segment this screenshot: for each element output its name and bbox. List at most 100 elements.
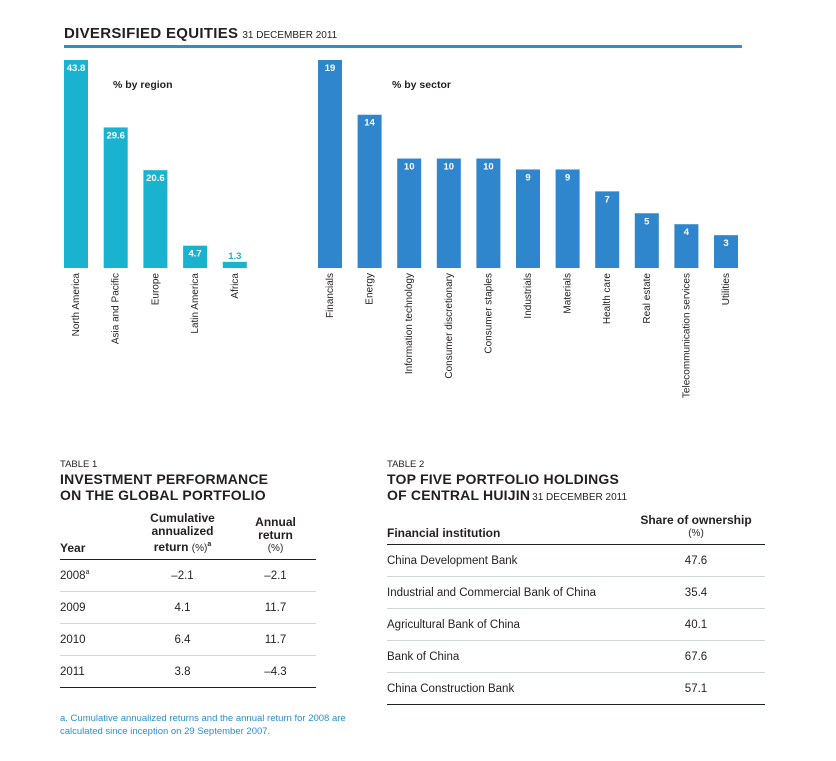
table2-title: TOP FIVE PORTFOLIO HOLDINGS OF CENTRAL H… bbox=[387, 471, 627, 506]
region-category-label: Asia and Pacific bbox=[111, 273, 122, 344]
sector-category-label: Telecommunication services bbox=[681, 273, 692, 398]
table2-title-date: 31 DECEMBER 2011 bbox=[532, 492, 628, 503]
investment-performance-table: Year Cumulative annualized return (%)a A… bbox=[60, 512, 316, 688]
sector-category-label: Consumer staples bbox=[483, 273, 494, 354]
col-cum-line3: return (%)a bbox=[130, 538, 235, 555]
sector-chart: % by sector 19 Financials 14 Energy 10 Informa… bbox=[318, 60, 738, 398]
table-row: Industrial and Commercial Bank of China … bbox=[387, 576, 765, 609]
year-cell: 2011 bbox=[60, 655, 130, 688]
sector-value-label: 9 bbox=[565, 172, 570, 183]
region-bar bbox=[103, 127, 128, 268]
sector-category-label: Real estate bbox=[642, 273, 653, 324]
sector-category-label: Health care bbox=[602, 273, 613, 325]
region-bar bbox=[183, 245, 208, 268]
sector-category-label: Consumer discretionary bbox=[444, 273, 455, 379]
share-cell: 35.4 bbox=[627, 576, 765, 609]
region-bar bbox=[143, 170, 168, 268]
table1-col-cumulative: Cumulative annualized return (%)a bbox=[130, 512, 235, 560]
region-bar bbox=[64, 60, 88, 268]
table1-title-line2: ON THE GLOBAL PORTFOLIO bbox=[60, 487, 266, 503]
sector-bar bbox=[674, 224, 699, 268]
institution-cell: Bank of China bbox=[387, 640, 627, 673]
region-value-label: 20.6 bbox=[146, 173, 165, 184]
sector-bar bbox=[516, 169, 540, 268]
sector-value-label: 9 bbox=[525, 172, 530, 183]
sector-category-label: Utilities bbox=[721, 273, 732, 305]
col-cum-sup: a bbox=[207, 541, 212, 548]
region-value-label: 43.8 bbox=[67, 63, 86, 74]
sector-bar bbox=[357, 114, 382, 268]
table-row: 2010 6.4 11.7 bbox=[60, 623, 316, 656]
sector-bar bbox=[318, 60, 342, 268]
annual-cell: –2.1 bbox=[235, 559, 316, 592]
sector-category-label: Industrials bbox=[523, 273, 534, 319]
table2-title-line2: OF CENTRAL HUIJIN bbox=[387, 487, 531, 503]
annual-cell: 11.7 bbox=[235, 591, 316, 624]
table-row: Bank of China 67.6 bbox=[387, 640, 765, 673]
region-chart: % by region 43.8 North America 29.6 Asia and… bbox=[64, 60, 247, 344]
year: 2008 bbox=[60, 569, 86, 582]
table1-footnote: a. Cumulative annualized returns and the… bbox=[60, 713, 346, 737]
cumulative-cell: 6.4 bbox=[130, 623, 235, 656]
institution-cell: Industrial and Commercial Bank of China bbox=[387, 576, 627, 609]
share-cell: 57.1 bbox=[627, 672, 765, 705]
sector-bar bbox=[634, 213, 659, 268]
region-value-label: 29.6 bbox=[106, 130, 125, 141]
sector-value-label: 7 bbox=[605, 194, 610, 205]
share-cell: 47.6 bbox=[627, 544, 765, 577]
table1-header-row: Year Cumulative annualized return (%)a A… bbox=[60, 512, 316, 560]
table-row: China Construction Bank 57.1 bbox=[387, 672, 765, 705]
region-category-label: Africa bbox=[230, 273, 241, 299]
institution-cell: Agricultural Bank of China bbox=[387, 608, 627, 641]
sector-bar bbox=[397, 158, 422, 268]
sector-category-label: Materials bbox=[563, 273, 574, 314]
header-date: 31 DECEMBER 2011 bbox=[242, 30, 338, 41]
sector-category-label: Financials bbox=[325, 273, 336, 318]
table2-col-institution: Financial institution bbox=[387, 514, 627, 545]
sector-bar bbox=[595, 191, 620, 268]
cumulative-cell: 4.1 bbox=[130, 591, 235, 624]
sector-category-label: Information technology bbox=[404, 273, 415, 374]
header-rule bbox=[64, 45, 742, 48]
table2-caption: TABLE 2 bbox=[387, 459, 425, 470]
table-row: 2008a –2.1 –2.1 bbox=[60, 559, 316, 592]
col-cum-line2: annualized bbox=[151, 524, 214, 538]
annual-cell: –4.3 bbox=[235, 655, 316, 688]
sector-bar bbox=[476, 158, 501, 268]
sector-bar bbox=[714, 235, 738, 268]
annual-cell: 11.7 bbox=[235, 623, 316, 656]
cumulative-cell: –2.1 bbox=[130, 559, 235, 592]
header-title: DIVERSIFIED EQUITIES bbox=[64, 25, 239, 42]
sector-value-label: 10 bbox=[483, 162, 494, 173]
col-share-label: Share of ownership bbox=[640, 513, 752, 527]
table2-title-line2-wrap: OF CENTRAL HUIJIN 31 DECEMBER 2011 bbox=[387, 487, 627, 506]
year-cell: 2009 bbox=[60, 591, 130, 624]
region-category-label: Europe bbox=[150, 273, 161, 306]
sector-value-label: 19 bbox=[325, 63, 336, 74]
sector-value-label: 10 bbox=[404, 162, 415, 173]
col-ann-unit: (%) bbox=[267, 543, 284, 554]
col-share-unit: (%) bbox=[688, 528, 704, 539]
region-value-label: 1.3 bbox=[228, 251, 241, 262]
table2-header-row: Financial institution Share of ownership… bbox=[387, 514, 765, 545]
sector-value-label: 4 bbox=[684, 227, 690, 238]
region-category-label: Latin America bbox=[190, 273, 201, 334]
table-row: Agricultural Bank of China 40.1 bbox=[387, 608, 765, 641]
year-sup: a bbox=[85, 569, 90, 577]
table1-col-year: Year bbox=[60, 512, 130, 560]
sector-value-label: 10 bbox=[444, 162, 455, 173]
table-row: 2011 3.8 –4.3 bbox=[60, 655, 316, 688]
institution-cell: China Development Bank bbox=[387, 544, 627, 577]
table-row: 2009 4.1 11.7 bbox=[60, 591, 316, 624]
chart-header: DIVERSIFIED EQUITIES 31 DECEMBER 2011 bbox=[64, 25, 337, 42]
col-cum-unit: (%) bbox=[191, 543, 208, 554]
share-cell: 40.1 bbox=[627, 608, 765, 641]
region-value-label: 4.7 bbox=[188, 249, 201, 260]
sector-chart-title: % by sector bbox=[392, 79, 451, 91]
sector-bar bbox=[555, 169, 580, 268]
col-ann-line2: return bbox=[258, 528, 293, 542]
sector-value-label: 14 bbox=[364, 118, 375, 129]
year-cell: 2010 bbox=[60, 623, 130, 656]
col-cum-line1: Cumulative bbox=[150, 511, 215, 525]
region-category-label: North America bbox=[71, 273, 82, 337]
